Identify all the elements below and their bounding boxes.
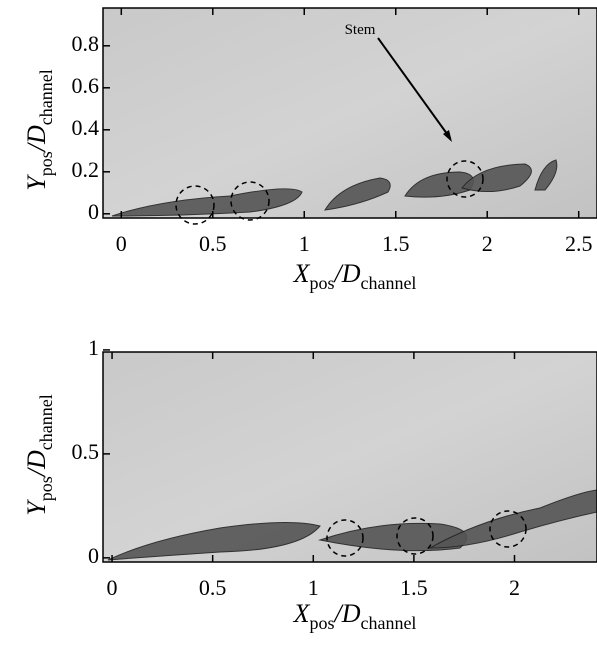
x-tick-label: 2.5 bbox=[565, 231, 593, 256]
y-tick-label: 0.2 bbox=[72, 157, 100, 182]
y-tick-label: 0.5 bbox=[72, 439, 100, 464]
x-tick-label: 0 bbox=[107, 575, 118, 600]
label-subscript: pos bbox=[36, 151, 56, 176]
y-tick-label: 1 bbox=[88, 335, 99, 360]
y-axis-label: Ypos/Dchannel bbox=[22, 69, 56, 190]
label-subscript: pos bbox=[309, 273, 334, 293]
x-axis-label: Xpos/Dchannel bbox=[293, 259, 417, 293]
label-main: /D bbox=[332, 599, 360, 628]
label-main: X bbox=[293, 599, 311, 628]
label-main: Y bbox=[22, 174, 51, 191]
plot-frame bbox=[102, 7, 597, 219]
annotation: Stem bbox=[345, 22, 376, 38]
photo-background bbox=[103, 8, 597, 218]
label-main: X bbox=[293, 259, 311, 288]
x-tick-label: 1.5 bbox=[382, 231, 410, 256]
label-subscript: pos bbox=[309, 613, 334, 633]
x-tick-label: 0.5 bbox=[199, 575, 227, 600]
plot-frame bbox=[102, 351, 597, 563]
label-main: Y bbox=[22, 499, 51, 516]
label-subscript: channel bbox=[36, 394, 56, 450]
y-tick-label: 0.6 bbox=[72, 73, 100, 98]
x-axis-label: Xpos/Dchannel bbox=[293, 599, 417, 633]
label-subscript: channel bbox=[360, 613, 416, 633]
y-tick-label: 0 bbox=[88, 199, 99, 224]
x-tick-label: 0 bbox=[116, 231, 127, 256]
x-tick-label: 1 bbox=[299, 231, 310, 256]
x-tick-label: 1.5 bbox=[400, 575, 428, 600]
y-tick-label: 0.4 bbox=[72, 115, 100, 140]
y-tick-label: 0.8 bbox=[72, 31, 100, 56]
x-tick-label: 0.5 bbox=[199, 231, 227, 256]
label-main: /D bbox=[332, 259, 360, 288]
x-tick-label: 2 bbox=[509, 575, 520, 600]
label-subscript: channel bbox=[36, 69, 56, 125]
label-subscript: pos bbox=[36, 476, 56, 501]
label-main: /D bbox=[22, 125, 51, 153]
jet-panel-2 bbox=[107, 489, 597, 561]
x-tick-label: 1 bbox=[308, 575, 319, 600]
y-axis-label: Ypos/Dchannel bbox=[22, 394, 56, 515]
label-subscript: channel bbox=[360, 273, 416, 293]
label-main: /D bbox=[22, 450, 51, 478]
jet-panel-1 bbox=[111, 37, 558, 225]
x-tick-label: 2 bbox=[482, 231, 493, 256]
y-tick-label: 0 bbox=[88, 543, 99, 568]
